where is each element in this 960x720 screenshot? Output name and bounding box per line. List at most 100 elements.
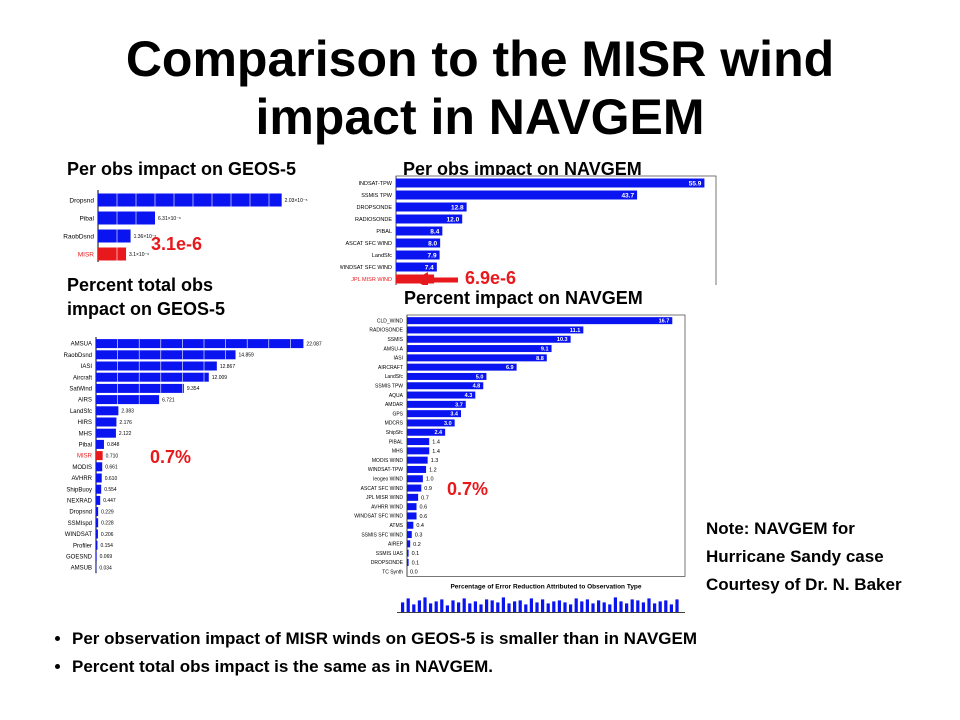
timeseries-bar — [501, 597, 505, 613]
data-label: 1.3 — [431, 458, 439, 464]
timeseries-bar — [451, 600, 455, 613]
tick-label: AVHRR — [71, 476, 92, 482]
timeseries-bar — [653, 603, 657, 613]
bar — [96, 372, 209, 382]
data-label: 0.229 — [101, 509, 114, 515]
data-label: 0.2 — [413, 542, 421, 548]
bar — [407, 419, 455, 427]
annotation-navgem-per-obs-clip: 6.9e-6 — [340, 262, 540, 285]
timeseries-bar — [664, 600, 668, 613]
bar — [396, 274, 435, 284]
bar — [96, 462, 103, 472]
tick-label: GOESND — [66, 555, 93, 561]
bullet-list: Per observation impact of MISR winds on … — [44, 625, 960, 681]
slide-title: Comparison to the MISR wind impact in NA… — [0, 30, 960, 146]
tick-label: RaobDsnd — [64, 353, 92, 359]
data-label: 0.447 — [103, 498, 116, 504]
annotation-navgem-percent: 0.7% — [447, 479, 489, 499]
tick-label: Profiler — [73, 543, 92, 549]
data-label: 0.710 — [106, 453, 119, 459]
tick-label: AQUA — [389, 393, 404, 399]
timeseries-bar — [513, 601, 517, 613]
timeseries-bar — [658, 601, 662, 613]
timeseries-bar — [429, 603, 433, 613]
timeseries-bar — [490, 600, 494, 613]
data-label: 16.7 — [659, 319, 670, 325]
data-label: 3.0 — [444, 421, 452, 427]
timeseries-bar — [462, 598, 466, 613]
data-label: 0.1 — [412, 560, 420, 566]
timeseries-bar — [434, 601, 438, 613]
tick-label: PIBAL — [389, 439, 403, 445]
data-label: 0.206 — [101, 532, 114, 538]
data-label: 6.721 — [162, 397, 175, 403]
data-label: 8.4 — [430, 228, 439, 235]
data-label: 0.1 — [412, 551, 420, 557]
label-geos-per-obs: Per obs impact on GEOS-5 — [67, 159, 297, 179]
timeseries-bar — [496, 602, 500, 613]
tick-label: AVHRR WIND — [371, 504, 403, 510]
data-label: 12.867 — [220, 364, 236, 370]
data-label: 14.859 — [239, 353, 255, 359]
bar — [96, 417, 117, 427]
bullet-item: Per observation impact of MISR winds on … — [72, 625, 960, 653]
tick-label: CLD_WIND — [377, 318, 404, 324]
timeseries-bar — [518, 600, 522, 613]
label-navgem-per-obs: Per obs impact on NAVGEM — [403, 159, 642, 179]
data-label: 6.31×10⁻⁶ — [158, 216, 181, 222]
data-label: 6.9 — [506, 365, 514, 371]
tick-label: WINDSAT — [65, 532, 93, 538]
tick-label: JPL MISR WIND — [366, 495, 403, 501]
tick-label: JPL MISR WIND — [351, 277, 392, 283]
data-label: 1.4 — [432, 439, 440, 445]
tick-label: SSMIS SFC WIND — [361, 532, 403, 538]
bar — [96, 495, 101, 505]
tick-label: Pibal — [80, 215, 95, 222]
data-label: 0.034 — [99, 565, 112, 571]
plot-frame — [406, 314, 686, 577]
bar — [407, 447, 430, 455]
tick-label: AMSUB — [71, 566, 92, 572]
bar — [96, 540, 98, 550]
timeseries-bar — [485, 599, 489, 613]
tick-label: RADIOSONDE — [355, 217, 392, 223]
tick-label: ATMS — [389, 523, 403, 529]
tick-label: ShipSfc — [386, 430, 404, 436]
tick-label: IASI — [394, 356, 403, 362]
data-label: 0.228 — [101, 521, 114, 527]
bar — [407, 382, 484, 390]
data-label: 0.6 — [420, 514, 428, 520]
timeseries-bar — [563, 602, 567, 613]
tick-label: GPS — [392, 411, 403, 417]
tick-label: AMSUA — [71, 342, 92, 348]
bar — [407, 317, 673, 325]
timeseries-bar — [591, 603, 595, 613]
timeseries-bar — [569, 604, 573, 613]
bar — [407, 391, 476, 399]
chart-navgem-per-obs-svg: INDSAT-TPW 55.9 SSMIS TPW 43.7 DROPSONDE 12.8… — [340, 175, 717, 285]
title-line-2: impact in NAVGEM — [255, 89, 705, 145]
timeseries-bar — [417, 600, 421, 613]
bar — [407, 326, 584, 334]
data-label: 0.661 — [105, 465, 118, 471]
tick-label: ASCAT SFC WIND — [345, 241, 392, 247]
bar — [407, 428, 446, 436]
bar — [96, 518, 99, 528]
bar — [98, 193, 282, 207]
chart-geos-percent-svg: AMSUA 22.087 RaobDsnd 14.859 IASI 12.867 Aircr… — [64, 337, 322, 574]
bar — [407, 456, 428, 464]
timeseries-bar — [619, 601, 623, 613]
data-label: 8.0 — [428, 240, 437, 247]
timeseries-bar — [546, 603, 550, 613]
bar — [98, 211, 155, 225]
tick-label: ShipBuoy — [66, 487, 92, 493]
timeseries-bar — [457, 602, 461, 613]
timeseries-bar — [675, 599, 679, 613]
data-label: 0.7 — [421, 495, 429, 501]
data-label: 9.1 — [541, 346, 549, 352]
title-line-1: Comparison to the MISR wind — [125, 31, 835, 87]
data-label: 0.610 — [105, 476, 118, 482]
data-label: 1.0 — [426, 477, 434, 483]
timeseries-bar — [440, 599, 444, 613]
timeseries-bar — [630, 599, 634, 613]
